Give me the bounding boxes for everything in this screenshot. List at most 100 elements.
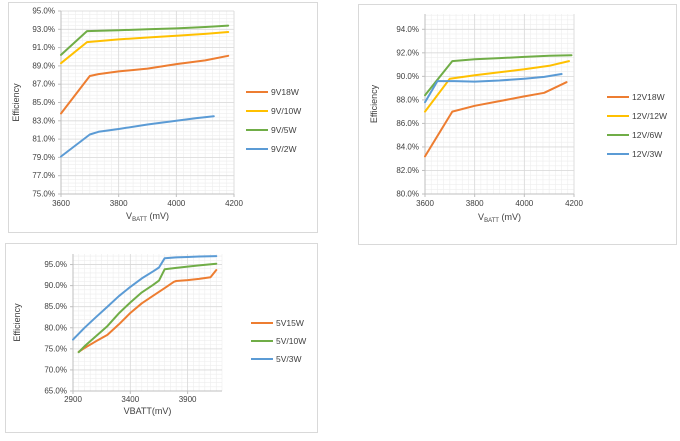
legend-label: 5V/10W: [276, 335, 307, 346]
minor-gridlines: [72, 254, 223, 392]
x-tick-label: 2900: [64, 395, 82, 404]
y-tick-label: 93.0%: [32, 25, 55, 34]
y-tick-label: 88.0%: [396, 95, 419, 104]
x-tick-label: 4000: [515, 199, 533, 208]
x-tick-label: 3400: [121, 395, 139, 404]
y-tick-label: 95.0%: [32, 7, 55, 16]
y-tick-label: 75.0%: [44, 344, 67, 353]
legend-item-12V/3W: 12V/3W: [607, 147, 667, 160]
legend-5v: 5V15W 5V/10W 5V/3W: [251, 316, 306, 365]
x-tick-label: 3600: [52, 199, 70, 208]
y-tick-label: 87.0%: [32, 80, 55, 89]
y-tick-label: 80.0%: [44, 323, 67, 332]
minor-gridlines: [424, 14, 575, 195]
y-tick-label: 75.0%: [32, 190, 55, 199]
series-line-9V/10W: [60, 31, 230, 65]
legend-label: 9V/2W: [271, 143, 297, 154]
legend-item-9V/2W: 9V/2W: [246, 142, 301, 155]
legend-label: 9V18W: [271, 86, 299, 97]
series-line-12V/3W: [424, 73, 563, 104]
legend-item-5V/3W: 5V/3W: [251, 352, 306, 365]
legend-line-swatch: [251, 357, 273, 360]
y-tick-label: 94.0%: [396, 25, 419, 34]
legend-item-5V15W: 5V15W: [251, 316, 306, 329]
axis-lines: [58, 10, 235, 197]
series-line-5V15W: [77, 269, 218, 353]
x-axis-title: VBATT(mV): [124, 406, 172, 416]
y-tick-label: 79.0%: [32, 153, 55, 162]
x-tick-label: 3900: [179, 395, 197, 404]
legend-line-swatch: [607, 152, 629, 155]
legend-9v: 9V18W 9V/10W 9V/5W 9V/2W: [246, 85, 301, 155]
legend-item-12V18W: 12V18W: [607, 90, 667, 103]
legend-line-swatch: [246, 147, 268, 150]
x-tick-label: 3800: [110, 199, 128, 208]
legend-item-12V/12W: 12V/12W: [607, 109, 667, 122]
x-tick-label: 4200: [565, 199, 583, 208]
legend-item-12V/6W: 12V/6W: [607, 128, 667, 141]
legend-12v: 12V18W 12V/12W 12V/6W 12V/3W: [607, 90, 667, 160]
legend-line-swatch: [607, 95, 629, 98]
x-axis-title: VBATT (mV): [478, 212, 521, 224]
legend-label: 9V/10W: [271, 105, 302, 116]
legend-label: 12V/12W: [632, 110, 667, 121]
legend-line-swatch: [607, 114, 629, 117]
y-tick-label: 82.0%: [396, 166, 419, 175]
y-tick-label: 92.0%: [396, 48, 419, 57]
legend-label: 12V18W: [632, 91, 665, 102]
legend-line-swatch: [246, 128, 268, 131]
series-line-12V/12W: [424, 60, 570, 113]
legend-label: 5V/3W: [276, 353, 302, 364]
y-axis-title: Efficiency: [369, 84, 379, 123]
chart-plot-9v: 3600 3800 4000 4200 95.0% 93.0% 91.0% 89.0% 87.0…: [11, 7, 243, 224]
legend-label: 12V/3W: [632, 148, 663, 159]
legend-item-9V/10W: 9V/10W: [246, 104, 301, 117]
y-tick-label: 95.0%: [44, 260, 67, 269]
legend-label: 12V/6W: [632, 129, 663, 140]
y-tick-label: 81.0%: [32, 135, 55, 144]
y-tick-label: 80.0%: [396, 190, 419, 199]
legend-line-swatch: [607, 133, 629, 136]
legend-line-swatch: [246, 90, 268, 93]
legend-line-swatch: [251, 339, 273, 342]
series-line-9V18W: [60, 54, 230, 115]
efficiency-chart-9v: 3600 3800 4000 4200 95.0% 93.0% 91.0% 89.0% 87.0…: [8, 2, 318, 233]
x-tick-label: 4000: [167, 199, 185, 208]
legend-item-5V/10W: 5V/10W: [251, 334, 306, 347]
chart-plot-5v: 2900 3400 3900 95.0% 90.0% 85.0% 80.0% 75.0% 70.…: [12, 254, 223, 416]
y-tick-label: 70.0%: [44, 365, 67, 374]
y-tick-label: 85.0%: [32, 98, 55, 107]
legend-item-9V18W: 9V18W: [246, 85, 301, 98]
series-line-12V18W: [424, 81, 568, 158]
series-line-12V/6W: [424, 54, 573, 97]
axis-lines: [422, 14, 575, 197]
legend-item-9V/5W: 9V/5W: [246, 123, 301, 136]
series-line-9V/5W: [60, 24, 230, 56]
y-axis-title: Efficiency: [11, 83, 21, 122]
y-tick-label: 65.0%: [44, 387, 67, 396]
efficiency-chart-5v: 2900 3400 3900 95.0% 90.0% 85.0% 80.0% 75.0% 70.…: [5, 243, 318, 433]
y-tick-label: 77.0%: [32, 171, 55, 180]
y-tick-label: 85.0%: [44, 302, 67, 311]
x-tick-label: 4200: [225, 199, 243, 208]
chart-plot-12v: 3600 3800 4000 4200 94.0% 92.0% 90.0% 88.0% 86.0…: [369, 14, 583, 224]
y-axis-title: Efficiency: [12, 303, 22, 342]
major-gridlines: [424, 14, 575, 195]
y-tick-label: 84.0%: [396, 142, 419, 151]
y-tick-label: 90.0%: [396, 72, 419, 81]
y-tick-label: 90.0%: [44, 281, 67, 290]
y-tick-label: 89.0%: [32, 61, 55, 70]
series-line-5V/3W: [72, 255, 218, 341]
y-tick-label: 83.0%: [32, 116, 55, 125]
series-line-5V/10W: [77, 262, 218, 354]
series-line-9V/2W: [60, 115, 215, 158]
legend-line-swatch: [246, 109, 268, 112]
y-tick-label: 86.0%: [396, 119, 419, 128]
efficiency-chart-12v: 3600 3800 4000 4200 94.0% 92.0% 90.0% 88.0% 86.0…: [358, 4, 677, 245]
axis-lines: [70, 254, 222, 394]
x-axis-title: VBATT (mV): [126, 211, 169, 223]
legend-label: 9V/5W: [271, 124, 297, 135]
x-tick-label: 3800: [466, 199, 484, 208]
y-tick-label: 91.0%: [32, 43, 55, 52]
